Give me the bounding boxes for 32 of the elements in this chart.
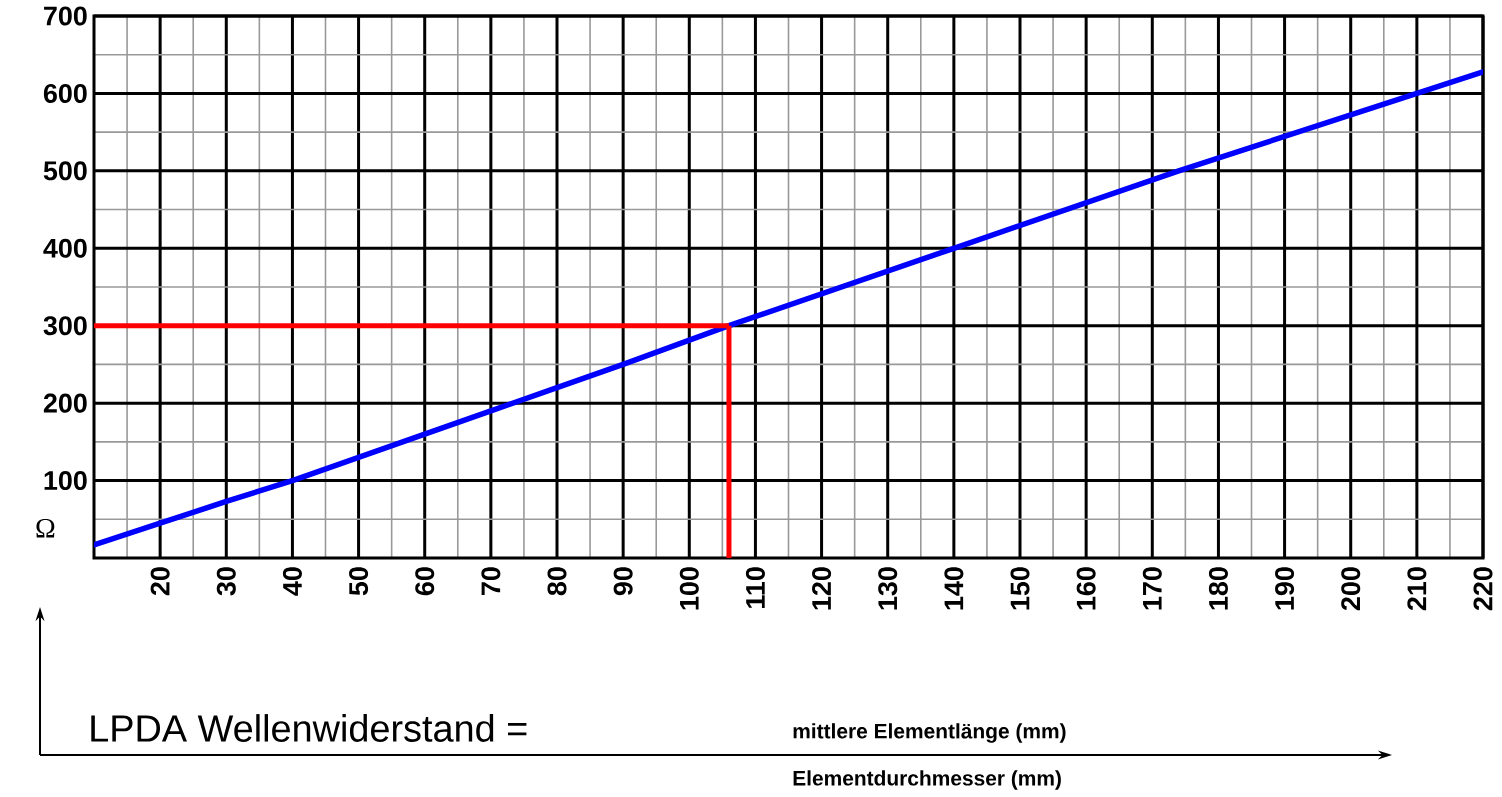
x-tick-label: 200 <box>1341 567 1361 611</box>
y-tick-label: 400 <box>43 238 87 258</box>
x-tick-label: 80 <box>547 567 567 596</box>
x-tick-label: 150 <box>1010 567 1030 610</box>
x-tick-label: 110 <box>745 567 765 608</box>
text: LPDA Wellenwiderstand = <box>91 714 527 742</box>
y-tick-label: 700 <box>44 6 87 26</box>
y-tick-label: 300 <box>43 316 87 336</box>
y-tick-label: 200 <box>43 393 87 413</box>
x-tick-label: 190 <box>1275 567 1295 610</box>
x-tick-label: 70 <box>481 567 501 595</box>
x-tick-label: 170 <box>1142 567 1162 610</box>
x-tick-label: 20 <box>150 567 170 596</box>
x-tick-label: 90 <box>613 567 633 596</box>
x-tick-label: 50 <box>349 567 369 596</box>
y-axis-title: Ω <box>36 518 55 538</box>
y-tick-label: 100 <box>44 471 87 491</box>
x-tick-label: 210 <box>1407 567 1427 611</box>
x-tick-label: 160 <box>1076 567 1096 610</box>
x-tick-label: 40 <box>282 567 302 596</box>
x-tick-label: 220 <box>1473 567 1493 611</box>
x-tick-label: 130 <box>878 567 898 610</box>
y-tick-label: 500 <box>43 161 87 181</box>
x-tick-label: 30 <box>216 567 236 596</box>
x-tick-label: 60 <box>415 567 435 596</box>
text: Elementdurchmesser (mm) <box>793 770 1061 790</box>
x-tick-label: 120 <box>812 567 832 610</box>
x-tick-label: 140 <box>944 567 964 610</box>
y-tick-label: 600 <box>43 83 87 103</box>
x-tick-label: 100 <box>679 567 699 610</box>
text: mittlere Elementlänge (mm) <box>793 723 1066 743</box>
x-tick-label: 180 <box>1208 567 1228 610</box>
